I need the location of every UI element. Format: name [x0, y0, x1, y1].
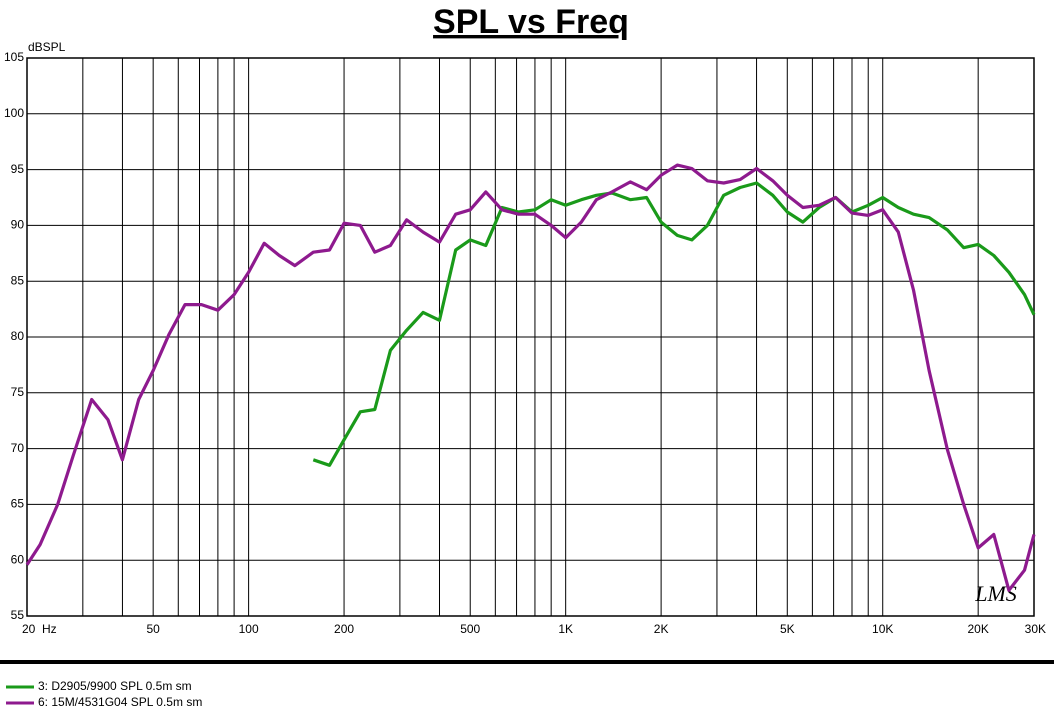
y-tick-label: 100	[4, 106, 24, 120]
y-axis-label: dBSPL	[28, 40, 66, 54]
annotation: LMS	[974, 581, 1017, 606]
plot-frame	[26, 57, 1035, 617]
y-tick-label: 80	[11, 329, 25, 343]
y-tick-label: 105	[4, 50, 24, 64]
y-tick-label: 55	[11, 608, 25, 622]
x-tick-label: 20K	[967, 622, 988, 636]
y-tick-label: 85	[11, 273, 25, 287]
x-tick-label: 2K	[654, 622, 669, 636]
x-tick-label: 200	[334, 622, 354, 636]
x-tick-label: 30K	[1025, 622, 1046, 636]
y-tick-label: 65	[11, 497, 25, 511]
y-tick-label: 70	[11, 441, 25, 455]
x-tick-label: 100	[239, 622, 259, 636]
y-tick-label: 75	[11, 385, 25, 399]
series-line	[25, 163, 1036, 592]
x-tick-label: 5K	[780, 622, 795, 636]
y-tick-label: 95	[11, 162, 25, 176]
separator	[0, 660, 1054, 664]
x-tick-label: 50	[146, 622, 160, 636]
y-tick-label: 90	[11, 218, 25, 232]
x-tick-label: 1K	[558, 622, 573, 636]
x-tick-label: 10K	[872, 622, 893, 636]
legend-label: 3: D2905/9900 SPL 0.5m sm	[38, 679, 192, 693]
y-tick-label: 60	[11, 552, 25, 566]
x-tick-label: 500	[460, 622, 480, 636]
x-tick-label: 20 Hz	[22, 622, 57, 636]
series-line	[312, 181, 1036, 467]
legend-label: 6: 15M/4531G04 SPL 0.5m sm	[38, 695, 202, 709]
chart-title: SPL vs Freq	[433, 3, 629, 41]
